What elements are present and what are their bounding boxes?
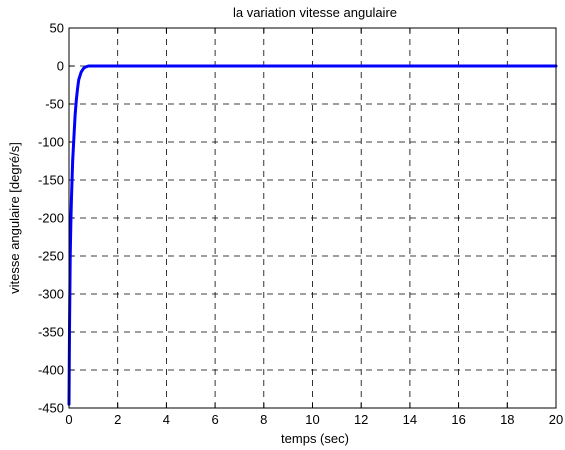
y-tick-label: -150	[38, 173, 64, 188]
y-tick-label: -100	[38, 135, 64, 150]
y-axis-label: vitesse angulaire [degré/s]	[7, 142, 22, 294]
y-tick-label: -200	[38, 211, 64, 226]
y-tick-label: -300	[38, 287, 64, 302]
x-tick-label: 16	[451, 412, 465, 427]
x-tick-label: 14	[403, 412, 417, 427]
x-tick-label: 18	[500, 412, 514, 427]
x-tick-label: 10	[305, 412, 319, 427]
plot-area: 0 2 4 6 8 10 12 14 16 18 20 50 0 -50 -100 -150 -200 -250 -…	[38, 21, 563, 428]
x-tick-label: 4	[163, 412, 170, 427]
y-tick-label: 50	[50, 21, 64, 36]
x-tick-label: 6	[211, 412, 218, 427]
series-line	[67, 64, 558, 406]
x-tick-label: 12	[354, 412, 368, 427]
y-tick-label: -450	[38, 401, 64, 416]
y-tick-label: -50	[45, 97, 64, 112]
axes-box	[68, 27, 557, 409]
y-tick-label: -350	[38, 325, 64, 340]
x-tick-label: 8	[260, 412, 267, 427]
chart-title: la variation vitesse angulaire	[233, 5, 397, 20]
x-tick-label: 2	[114, 412, 121, 427]
x-tick-label: 0	[65, 412, 72, 427]
y-tick-label: 0	[57, 59, 64, 74]
x-axis-label: temps (sec)	[281, 431, 349, 446]
y-tick-label: -250	[38, 249, 64, 264]
y-tick-label: -400	[38, 363, 64, 378]
x-tick-label: 20	[549, 412, 563, 427]
